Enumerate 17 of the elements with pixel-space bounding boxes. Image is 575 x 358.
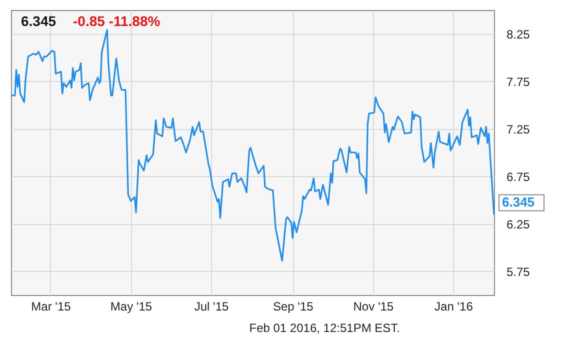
- x-tick-label: Jan '16: [434, 300, 474, 314]
- y-tick-label: 7.75: [506, 74, 530, 89]
- chart-title: 6.345: [21, 13, 56, 29]
- y-tick-label: 7.25: [506, 122, 530, 136]
- y-tick-label: 8.25: [506, 27, 530, 42]
- y-tick-label: 5.75: [506, 264, 530, 279]
- line-series: [10, 29, 495, 262]
- x-tick-label: May '15: [110, 300, 152, 314]
- text: Feb 01 2016, 12:51PM EST.: [249, 321, 400, 335]
- chart-subtitle: -0.85 -11.88%: [73, 13, 161, 29]
- x-tick-label: Nov '15: [353, 300, 394, 314]
- x-tick-label: Sep '15: [272, 300, 314, 314]
- x-tick-label: Mar '15: [31, 300, 72, 314]
- x-tick-label: Jul '15: [194, 300, 230, 314]
- y-tick-label: 6.75: [506, 170, 530, 184]
- y-tick-label: 6.25: [506, 217, 530, 232]
- annotation: 6.345: [502, 194, 535, 210]
